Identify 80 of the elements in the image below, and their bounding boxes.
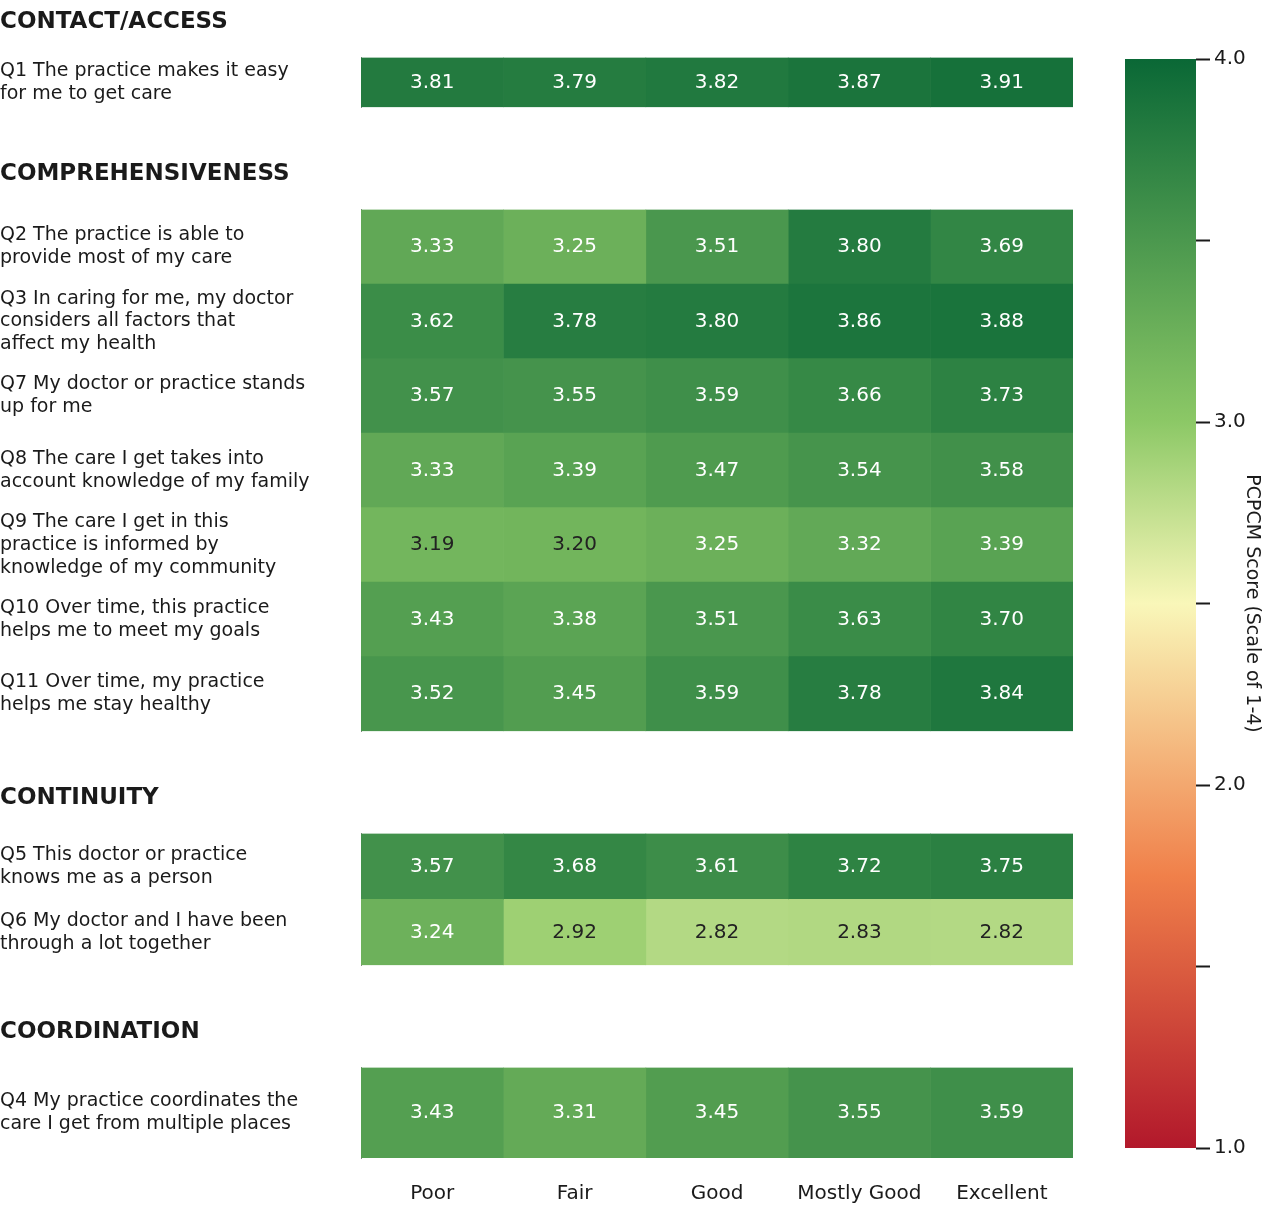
- data-label: 3.39: [552, 456, 597, 481]
- data-label: 3.25: [694, 531, 740, 556]
- data-label: 3.59: [694, 382, 740, 407]
- x-tick-label: Good: [690, 1180, 744, 1205]
- data-label: 3.62: [409, 307, 455, 332]
- data-label: 3.51: [694, 605, 740, 630]
- data-label: 2.82: [979, 918, 1025, 943]
- text: CONTACT/ACCESS: [0, 6, 228, 33]
- data-label: 3.68: [552, 852, 597, 877]
- y-tick-label: Q5 This doctor or practice knows me as a person: [0, 842, 248, 887]
- data-label: 3.54: [837, 456, 882, 481]
- y-tick-label: Q1 The practice makes it easy for me to get care: [0, 57, 289, 103]
- data-label: 3.80: [694, 307, 740, 332]
- color-bar-label: 3.0: [1214, 408, 1246, 433]
- data-label: 3.45: [552, 680, 597, 705]
- data-label: 3.33: [409, 233, 455, 258]
- y-tick-label: Q10 Over time, this practice helps me to meet my goals: [0, 594, 270, 640]
- data-label: 3.72: [837, 852, 882, 877]
- data-label: 3.55: [837, 1099, 882, 1123]
- data-label: 3.38: [552, 605, 597, 630]
- y-tick-label: Q6 My doctor and I have been through a lot together: [0, 907, 288, 953]
- data-label: 3.91: [979, 68, 1025, 93]
- y-tick-label: Q11 Over time, my practice helps me stay healthy: [0, 669, 265, 715]
- y-tick-label: Q4 My practice coordinates the care I get from multiple places: [0, 1088, 299, 1134]
- data-label: 3.24: [409, 918, 455, 943]
- data-label: 3.19: [409, 531, 455, 556]
- data-label: 3.75: [979, 852, 1025, 877]
- x-tick-label: Excellent: [956, 1180, 1048, 1205]
- data-label: 3.86: [837, 307, 882, 332]
- data-label: 3.43: [409, 605, 455, 630]
- data-label: 3.69: [979, 233, 1025, 258]
- color-bar-label: 1.0: [1214, 1134, 1246, 1159]
- data-label: 3.79: [552, 68, 597, 93]
- data-label: 3.25: [552, 233, 597, 258]
- data-label: 3.33: [409, 456, 455, 481]
- color-bar-label: 4.0: [1214, 45, 1246, 70]
- data-label: 2.83: [837, 918, 882, 943]
- data-label: 3.51: [694, 233, 740, 258]
- data-label: 3.78: [552, 307, 597, 332]
- color-bar-title: PCPCM Score (Scale of 1-4): [1242, 474, 1265, 733]
- data-label: 3.80: [837, 233, 882, 258]
- data-label: 3.70: [979, 605, 1025, 630]
- data-label: 3.52: [409, 680, 455, 705]
- data-label: 3.20: [552, 531, 597, 556]
- data-label: 3.31: [552, 1099, 597, 1123]
- data-label: 3.88: [979, 307, 1025, 332]
- color-bar-label: 2.0: [1214, 771, 1246, 796]
- text: COORDINATION: [0, 1016, 200, 1043]
- data-label: 3.58: [979, 456, 1025, 481]
- y-tick-label: Q7 My doctor or practice stands up for me: [0, 371, 306, 417]
- data-label: 3.32: [837, 531, 882, 556]
- data-label: 3.47: [694, 456, 740, 481]
- data-label: 3.59: [979, 1099, 1025, 1123]
- data-label: 3.57: [409, 852, 455, 877]
- data-label: 3.39: [979, 531, 1025, 556]
- data-label: 3.57: [409, 382, 455, 407]
- y-tick-label: Q3 In caring for me, my doctor considers all factors that affect my health: [0, 285, 294, 354]
- x-tick-label: Fair: [556, 1180, 594, 1205]
- data-label: 2.82: [694, 918, 740, 943]
- text: CONTINUITY: [0, 782, 160, 809]
- data-label: 3.73: [979, 382, 1025, 407]
- y-tick-label: Q8 The care I get takes into account knowledge of my family: [0, 445, 310, 491]
- data-label: 3.82: [694, 68, 740, 93]
- text: COMPREHENSIVENESS: [0, 158, 290, 185]
- data-label: 3.87: [837, 68, 882, 93]
- data-label: 3.43: [409, 1099, 455, 1123]
- x-tick-label: Poor: [410, 1180, 455, 1205]
- x-tick-label: Mostly Good: [797, 1180, 922, 1205]
- data-label: 3.78: [837, 680, 882, 705]
- data-label: 3.59: [694, 680, 740, 705]
- data-label: 3.63: [837, 605, 882, 630]
- data-label: 3.55: [552, 382, 597, 407]
- y-tick-label: Q2 The practice is able to provide most of my care: [0, 222, 245, 268]
- data-label: 2.92: [552, 918, 597, 943]
- data-label: 3.81: [409, 68, 455, 93]
- data-label: 3.84: [979, 680, 1025, 705]
- data-label: 3.45: [694, 1099, 740, 1123]
- data-label: 3.61: [694, 852, 740, 877]
- data-label: 3.66: [837, 382, 882, 407]
- y-tick-label: Q9 The care I get in this practice is informed by knowledge of my community: [0, 509, 277, 577]
